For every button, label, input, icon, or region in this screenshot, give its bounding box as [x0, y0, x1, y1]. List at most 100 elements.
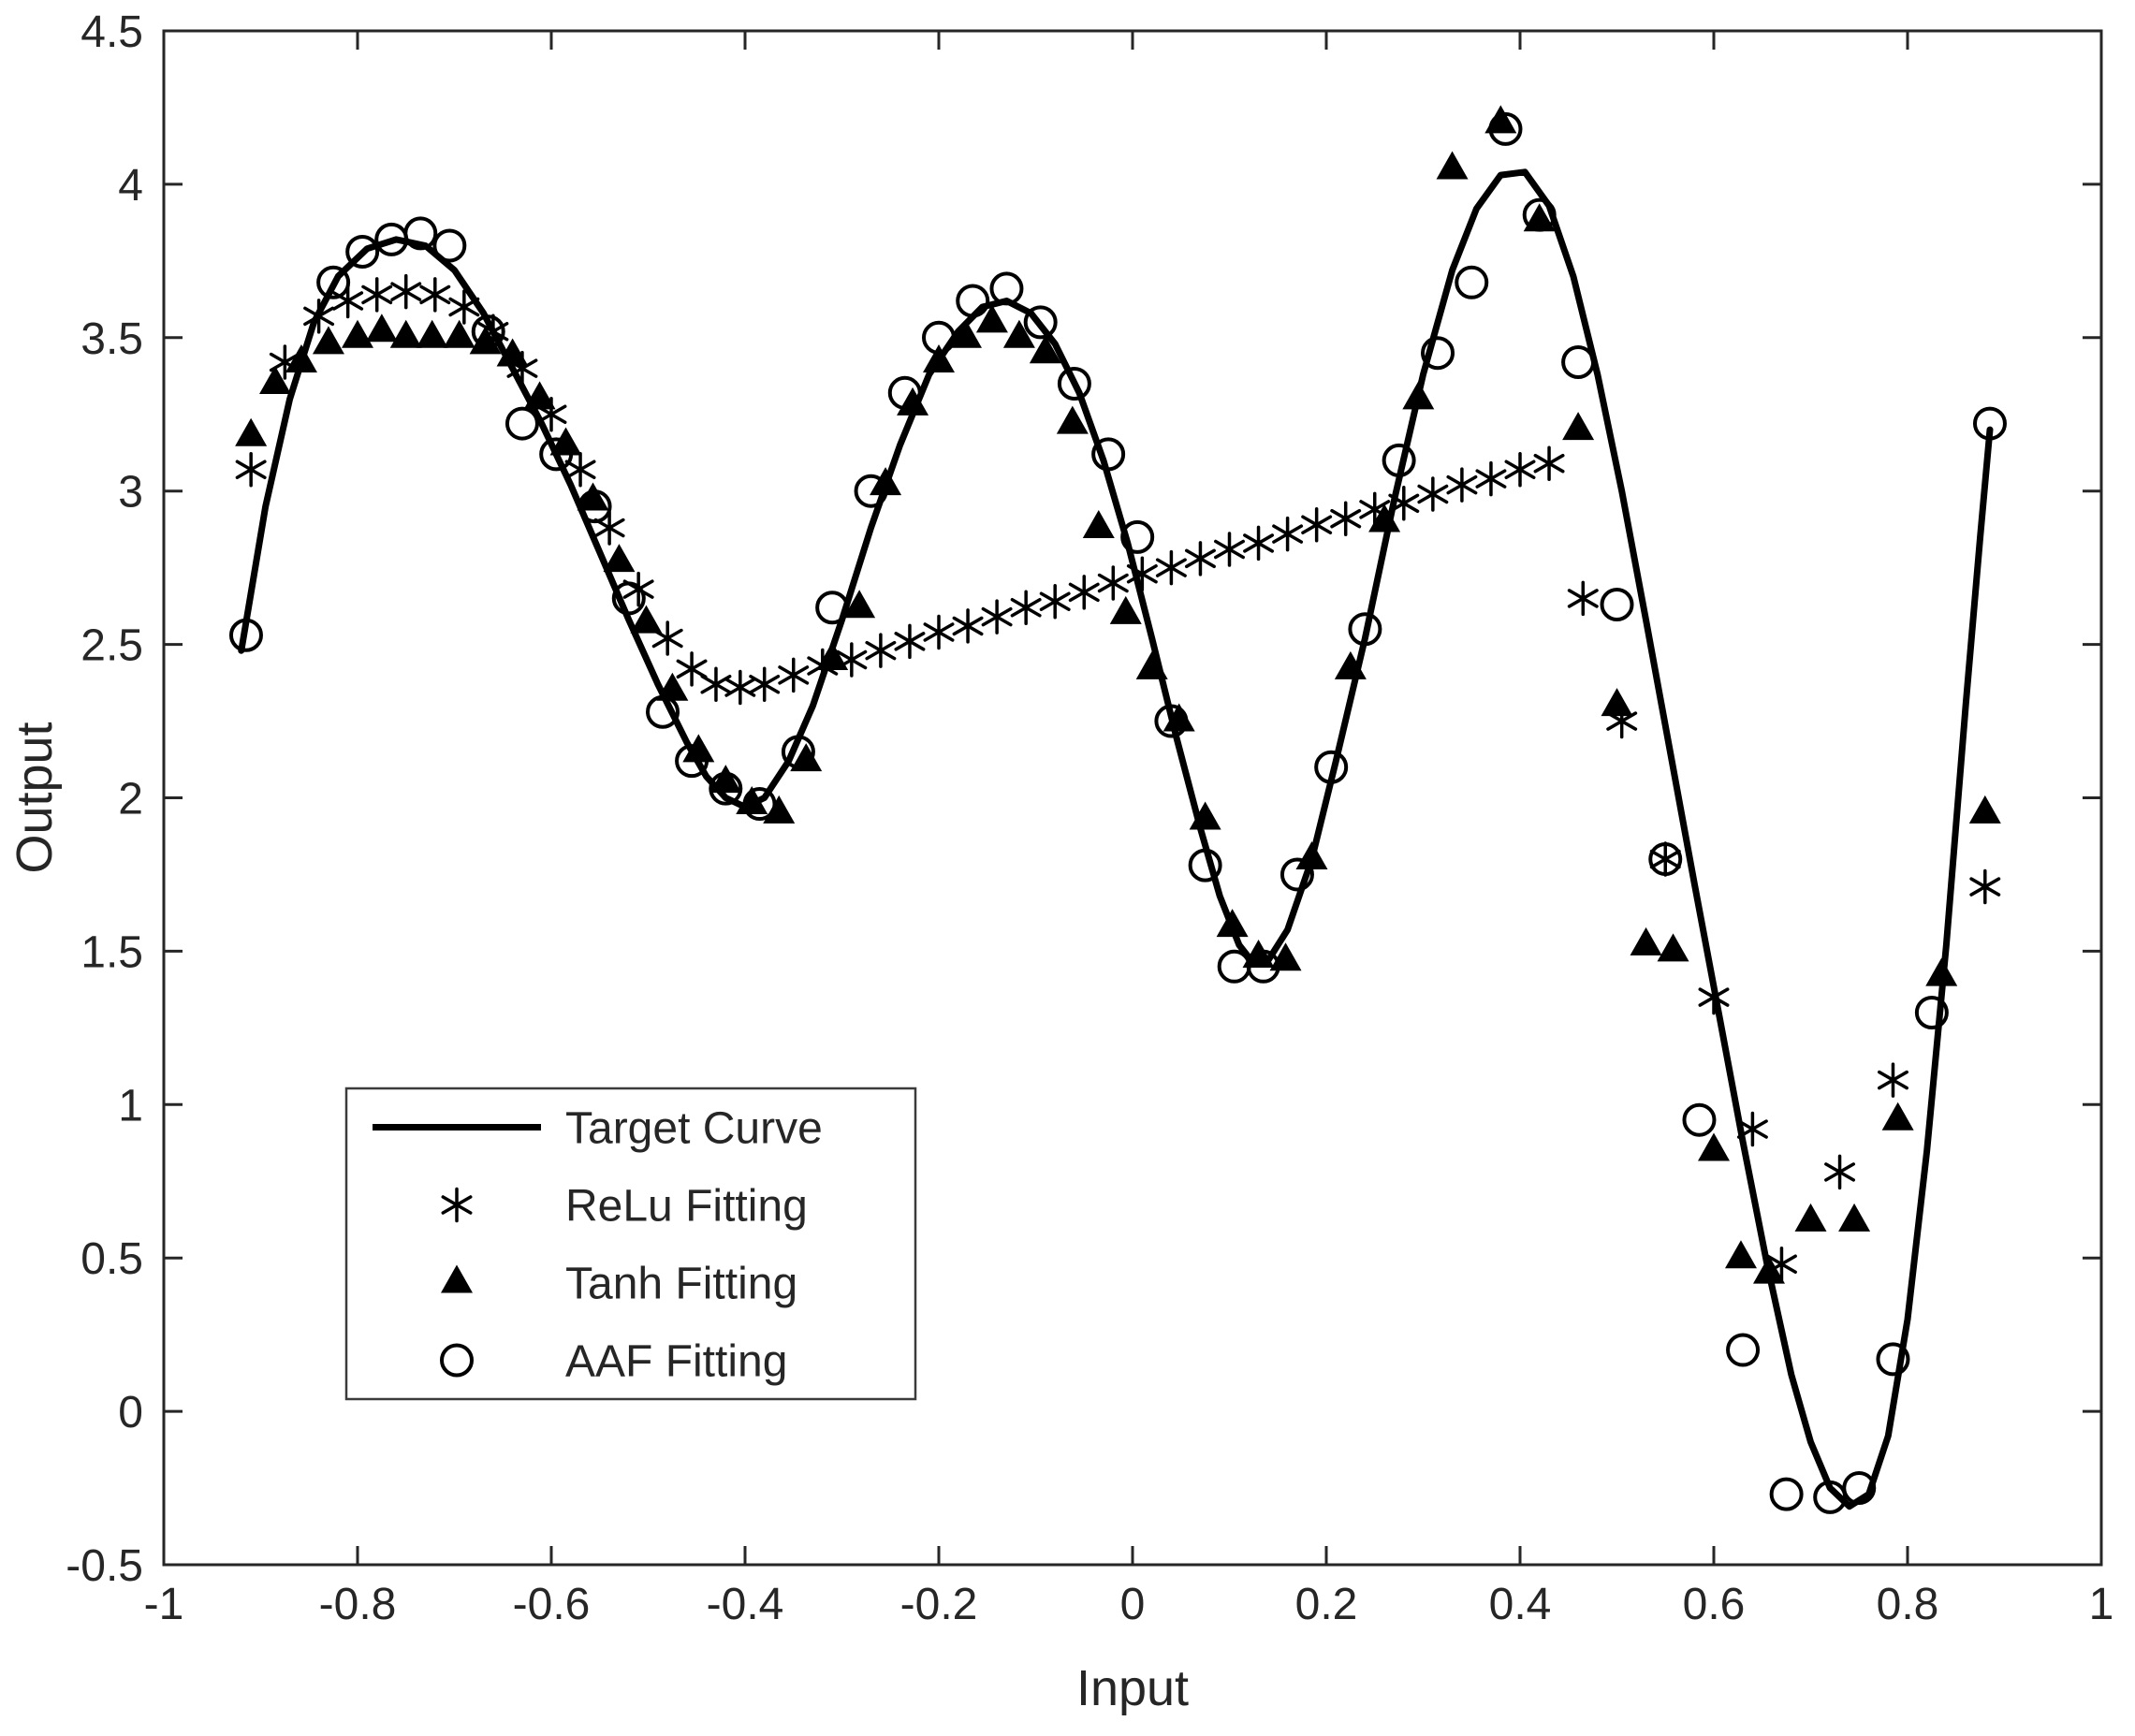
asterisk-marker: [1475, 469, 1507, 489]
circle-marker: [1314, 750, 1349, 784]
legend-item-aaf-fitting: AAF Fitting: [440, 1337, 787, 1387]
circle-marker: [440, 1343, 474, 1378]
x-tick-label: -1: [144, 1580, 184, 1629]
triangle-marker: [285, 344, 317, 373]
triangle-marker: [496, 338, 529, 367]
circle-marker: [1188, 848, 1222, 883]
triangle-marker: [949, 319, 982, 348]
circle-marker: [578, 489, 612, 524]
triangle-marker: [389, 319, 422, 348]
circle-marker: [1648, 842, 1683, 877]
triangle-marker: [1752, 1255, 1785, 1284]
asterisk-marker: [724, 678, 756, 697]
triangle-marker: [603, 544, 636, 573]
circle-marker: [1023, 305, 1058, 340]
triangle-marker: [259, 365, 292, 394]
asterisk-marker: [865, 640, 897, 661]
y-tick-label: 0.5: [80, 1234, 143, 1284]
triangle-marker: [816, 641, 849, 670]
legend-label: AAF Fitting: [565, 1337, 787, 1387]
circle-marker: [646, 694, 680, 729]
asterisk-marker: [419, 284, 451, 305]
y-tick-label: 2.5: [80, 621, 143, 671]
y-tick-label: 1.5: [80, 927, 143, 977]
triangle-marker: [843, 590, 876, 619]
asterisk-marker: [1155, 558, 1187, 577]
triangle-marker: [975, 304, 1008, 333]
asterisk-marker: [1736, 1119, 1768, 1139]
triangle-marker: [365, 314, 398, 343]
triangle-marker: [1109, 595, 1142, 624]
circle-marker: [742, 787, 777, 822]
asterisk-marker: [1649, 849, 1681, 869]
circle-marker: [989, 271, 1024, 306]
y-axis-label: Output: [7, 722, 63, 873]
circle-marker: [1876, 1342, 1910, 1377]
circle-marker: [1421, 336, 1455, 371]
circle-marker: [316, 265, 351, 299]
triangle-marker: [1135, 650, 1168, 679]
asterisk-marker: [361, 284, 393, 305]
circle-marker: [1842, 1471, 1877, 1506]
asterisk-marker: [651, 628, 683, 649]
triangle-marker: [1082, 510, 1115, 539]
circle-marker: [1488, 111, 1523, 146]
triangle-marker: [1056, 405, 1089, 434]
triangle-marker: [342, 319, 373, 348]
triangle-marker: [790, 743, 823, 772]
asterisk-marker: [1243, 533, 1275, 553]
asterisk-marker: [676, 659, 708, 679]
triangle-marker: [630, 605, 663, 634]
asterisk-marker: [1698, 987, 1730, 1007]
x-tick-label: -0.8: [319, 1580, 397, 1629]
circle-marker: [781, 735, 815, 769]
triangle-marker: [1334, 650, 1367, 679]
triangle-marker: [1216, 909, 1249, 938]
circle-marker: [1455, 265, 1489, 299]
triangle-marker: [1029, 335, 1061, 364]
circle-marker: [922, 320, 956, 355]
circle-marker: [1120, 519, 1155, 554]
triangle-marker: [709, 765, 742, 794]
x-tick-label: 0.2: [1295, 1580, 1358, 1629]
triangle-marker: [1562, 412, 1595, 441]
legend-item-tanh-fitting: Tanh Fitting: [441, 1260, 797, 1309]
asterisk-marker: [749, 674, 781, 694]
triangle-marker: [1881, 1101, 1914, 1131]
target-curve-path: [238, 168, 1994, 1510]
circle-marker: [432, 228, 467, 263]
x-tick-label: 0.8: [1877, 1580, 1939, 1629]
triangle-marker: [923, 344, 955, 373]
circle-marker: [611, 581, 646, 616]
triangle-marker: [1838, 1203, 1871, 1232]
asterisk-marker: [1504, 460, 1536, 480]
circle-marker: [1280, 857, 1314, 892]
asterisk-marker: [1878, 1070, 1908, 1090]
legend-label: ReLu Fitting: [565, 1182, 808, 1232]
circle-marker: [471, 314, 505, 349]
circle-marker: [1348, 612, 1382, 647]
asterisk-marker: [506, 358, 538, 378]
circle-marker: [675, 744, 709, 779]
circle-marker: [345, 235, 380, 270]
asterisk-marker: [1417, 484, 1449, 504]
triangle-marker: [577, 482, 609, 511]
x-tick-label: 1: [2089, 1580, 2114, 1629]
x-tick-label: -0.2: [900, 1580, 978, 1629]
circle-marker: [1057, 366, 1091, 401]
asterisk-marker: [1330, 508, 1362, 529]
triangle-marker: [1484, 105, 1517, 134]
asterisk-marker: [1969, 877, 2001, 897]
asterisk-marker: [778, 665, 810, 685]
asterisk-marker: [981, 606, 1013, 627]
x-tick-label: 0.6: [1683, 1580, 1746, 1629]
circle-marker: [1972, 406, 2007, 441]
asterisk-marker: [1301, 515, 1333, 535]
asterisk-marker: [235, 460, 267, 480]
asterisk-marker: [448, 297, 480, 317]
circle-marker: [1726, 1333, 1761, 1367]
circle-marker: [1682, 1102, 1717, 1137]
asterisk-marker: [332, 291, 364, 311]
asterisk-marker: [1126, 563, 1158, 584]
circle-marker: [1246, 949, 1280, 984]
